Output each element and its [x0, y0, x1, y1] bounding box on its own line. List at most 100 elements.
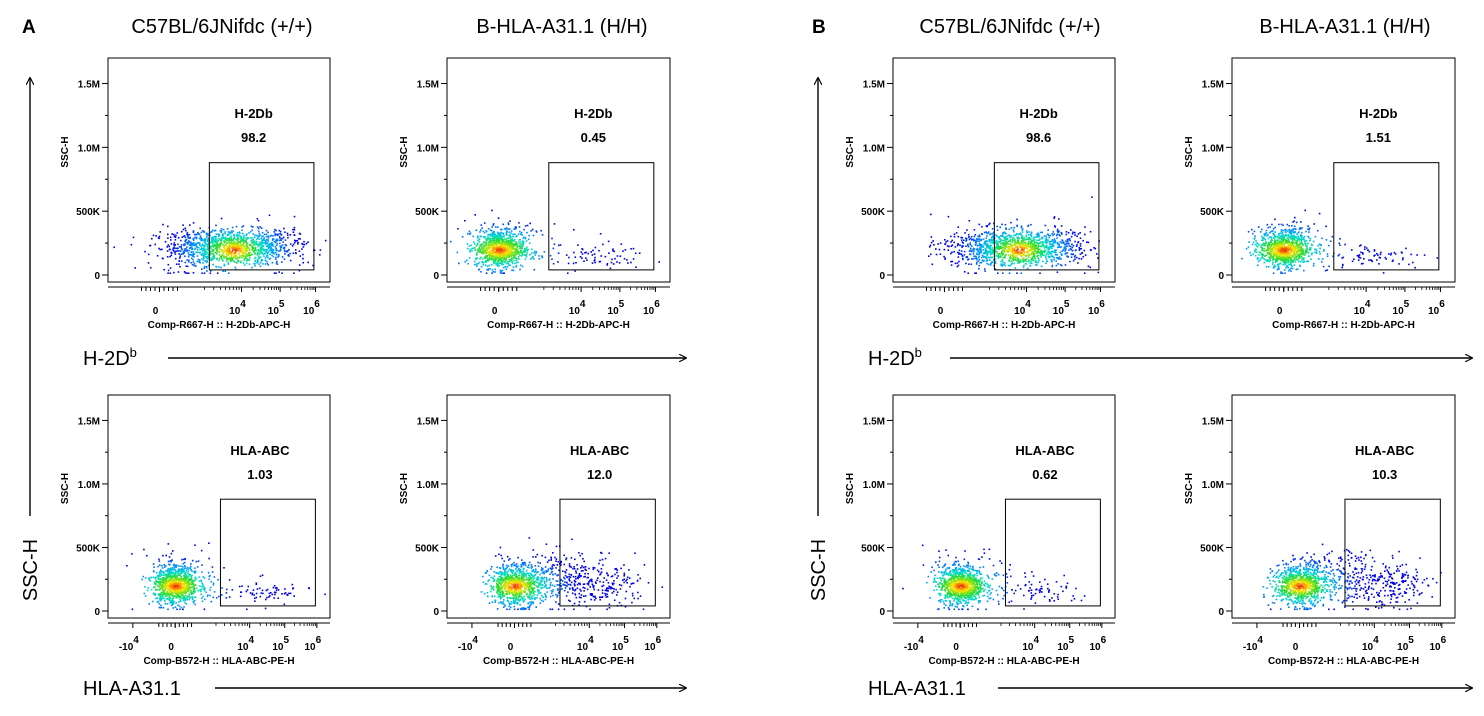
event-dot: [489, 268, 491, 270]
event-dot: [227, 262, 230, 264]
event-dot: [262, 244, 265, 247]
event-dot: [584, 595, 587, 597]
event-dot: [524, 574, 527, 577]
event-dot: [491, 586, 494, 589]
event-dot: [243, 245, 246, 247]
event-dot: [246, 249, 249, 252]
event-dot: [184, 597, 186, 600]
event-dot: [246, 242, 249, 245]
event-dot: [249, 254, 252, 257]
event-dot: [243, 234, 245, 237]
event-dot: [500, 601, 502, 603]
event-dot: [184, 244, 186, 246]
event-dot: [507, 597, 509, 600]
event-dot: [514, 233, 516, 235]
event-dot: [295, 252, 297, 255]
event-dot: [272, 235, 274, 237]
event-dot: [534, 254, 537, 256]
event-dot: [177, 271, 180, 273]
event-dot: [467, 262, 469, 265]
event-dot: [601, 585, 603, 588]
event-dot: [231, 226, 234, 229]
event-dot: [523, 575, 526, 577]
event-dot: [513, 597, 515, 600]
event-dot: [235, 246, 238, 249]
event-dot: [181, 578, 184, 580]
event-dot: [481, 249, 484, 251]
event-dot: [250, 236, 252, 239]
event-dot: [189, 568, 192, 570]
event-dot: [268, 258, 271, 260]
event-dot: [144, 595, 147, 597]
event-dot: [254, 246, 257, 249]
event-dot: [198, 261, 201, 264]
event-dot: [251, 229, 253, 232]
event-dot: [571, 592, 574, 595]
event-dot: [509, 243, 512, 246]
event-dot: [223, 250, 225, 253]
event-dot: [158, 247, 160, 250]
event-dot: [216, 245, 219, 247]
event-dot: [261, 239, 264, 241]
event-dot: [172, 581, 175, 584]
event-dot: [240, 254, 243, 256]
event-dot: [259, 226, 261, 228]
event-dot: [240, 591, 243, 593]
event-dot: [544, 584, 547, 586]
event-dot: [224, 232, 226, 235]
event-dot: [156, 255, 159, 257]
event-dot: [257, 237, 259, 239]
gate-percent-value: 12.0: [587, 467, 612, 482]
event-dot: [187, 581, 190, 583]
event-dot: [529, 584, 531, 586]
event-dot: [512, 600, 515, 602]
event-dot: [187, 586, 190, 588]
event-dot: [535, 577, 538, 580]
event-dot: [587, 584, 590, 586]
event-dot: [161, 585, 163, 587]
event-dot: [504, 255, 506, 257]
event-dot: [165, 579, 167, 582]
event-dot: [185, 580, 188, 583]
event-dot: [286, 250, 289, 253]
event-dot: [261, 232, 264, 234]
event-dot: [493, 241, 496, 243]
event-dot: [182, 558, 185, 561]
event-dot: [493, 252, 495, 255]
event-dot: [301, 243, 304, 246]
event-dot: [516, 570, 518, 572]
event-dot: [583, 590, 585, 592]
event-dot: [608, 603, 611, 606]
event-dot: [275, 233, 278, 236]
event-dot: [496, 585, 498, 587]
event-dot: [576, 587, 579, 590]
event-dot: [215, 252, 218, 254]
event-dot: [184, 565, 186, 567]
event-dot: [475, 229, 477, 232]
event-dot: [187, 570, 190, 572]
event-dot: [250, 240, 253, 242]
event-dot: [268, 250, 270, 252]
event-dot: [485, 242, 488, 245]
event-dot: [500, 258, 502, 261]
event-dot: [170, 582, 173, 585]
event-dot: [513, 256, 516, 258]
event-dot: [480, 245, 482, 247]
event-dot: [197, 231, 199, 234]
event-dot: [208, 557, 210, 560]
event-dot: [212, 236, 215, 239]
event-dot: [509, 558, 511, 560]
event-dot: [202, 247, 204, 250]
event-dot: [581, 257, 583, 259]
event-dot: [275, 238, 278, 241]
event-dot: [246, 233, 248, 236]
event-dot: [199, 237, 202, 240]
event-dot: [521, 574, 523, 576]
event-dot: [262, 242, 265, 244]
event-dot: [491, 601, 494, 603]
event-dot: [488, 602, 491, 604]
event-dot: [130, 243, 133, 246]
event-dot: [528, 593, 531, 595]
event-dot: [233, 260, 235, 262]
event-dot: [527, 595, 530, 597]
